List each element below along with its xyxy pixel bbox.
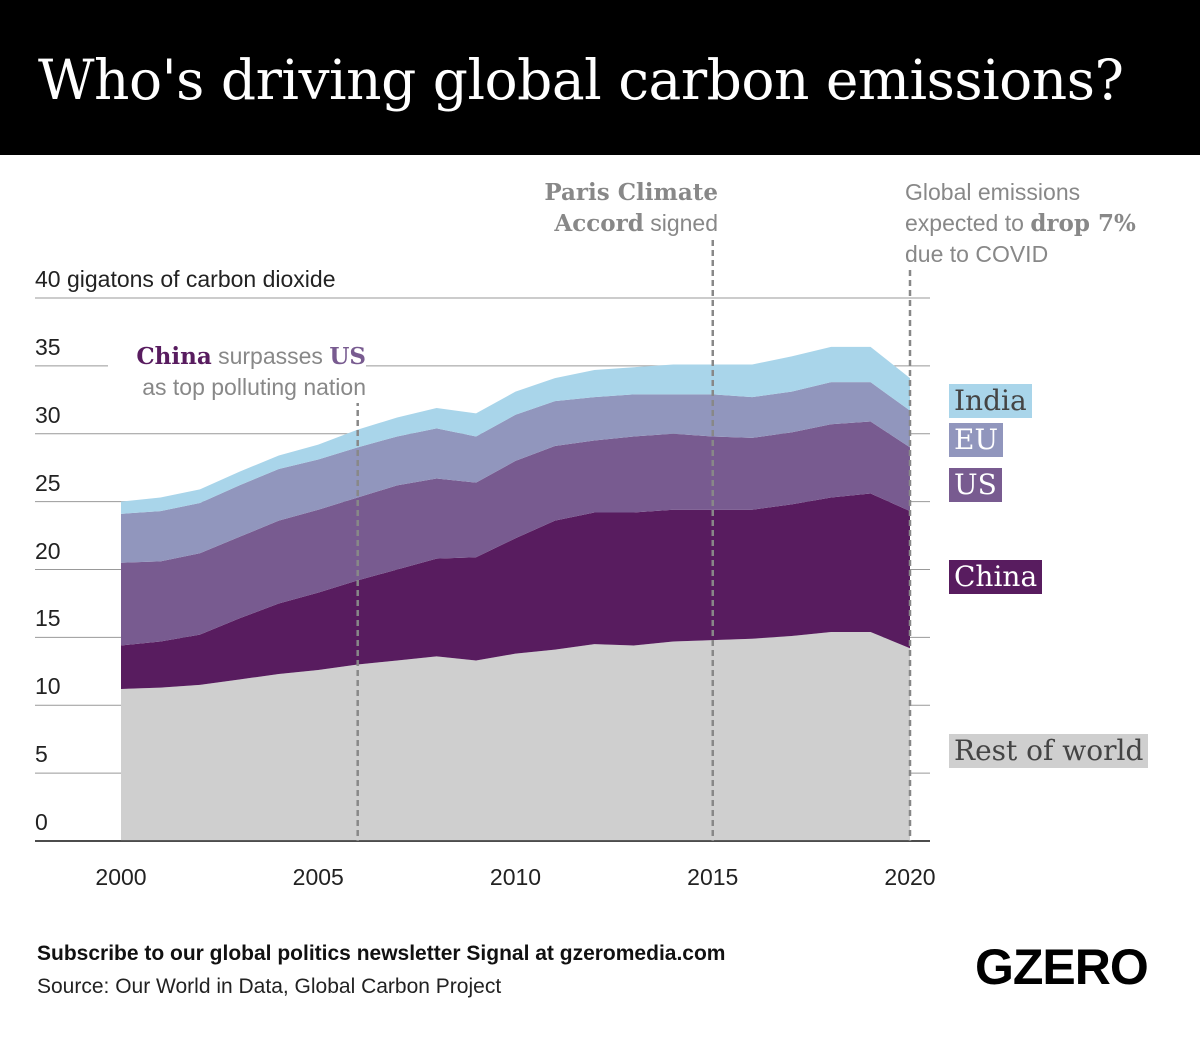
source-text: Source: Our World in Data, Global Carbon…: [37, 975, 502, 998]
x-tick-label: 2000: [95, 864, 147, 890]
y-tick-label: 0: [35, 809, 48, 835]
y-tick-label: 35: [35, 333, 61, 360]
y-tick-label: 25: [35, 469, 61, 496]
annotation-text: signed: [643, 210, 718, 236]
x-tick-label: 2010: [489, 864, 542, 890]
area-eu: [121, 382, 910, 563]
annotation-bold: Accord: [554, 210, 644, 237]
legend-label-us: US: [949, 468, 1002, 502]
annotation-china-surpasses-us: China surpasses US as top polluting nati…: [108, 341, 366, 403]
legend-label-china: China: [949, 560, 1043, 594]
subscribe-text: Subscribe to our global politics newslet…: [37, 942, 726, 965]
gzero-logo: GZERO: [975, 939, 1149, 995]
legend-label-eu: EU: [949, 423, 1004, 457]
area-india: [121, 346, 910, 514]
annotation-text: due to COVID: [905, 241, 1049, 267]
y-tick-label: 30: [35, 401, 61, 428]
annotation-text: as top polluting nation: [142, 374, 366, 400]
y-tick-label: 15: [35, 605, 61, 632]
y-tick-label: 5: [35, 741, 48, 768]
chart-title: Who's driving global carbon emissions?: [38, 48, 1124, 112]
area-us: [121, 421, 910, 646]
annotation-text: expected to: [905, 210, 1031, 236]
y-tick-label: 10: [35, 673, 61, 700]
y-tick-label: 20: [35, 537, 61, 564]
annotation-us-word: US: [329, 343, 366, 370]
legend-label-india: India: [949, 384, 1032, 418]
x-tick-label: 2005: [292, 864, 344, 890]
y-axis-label: 40 gigatons of carbon dioxide: [35, 266, 336, 292]
annotation-text: surpasses: [211, 343, 330, 369]
annotation-china-word: China: [136, 343, 212, 370]
x-tick-label: 2015: [687, 864, 739, 890]
header-bar: Who's driving global carbon emissions?: [0, 0, 1200, 155]
annotation-paris-accord: Paris Climate Accord signed: [520, 177, 718, 239]
annotation-text: Global emissions: [905, 179, 1081, 205]
annotation-bold: Paris Climate: [544, 179, 718, 206]
annotation-covid-drop: Global emissions expected to drop 7% due…: [905, 177, 1136, 270]
annotation-bold: drop 7%: [1030, 210, 1136, 237]
x-tick-label: 2020: [884, 864, 936, 890]
legend-label-rest-of-world: Rest of world: [949, 734, 1149, 768]
